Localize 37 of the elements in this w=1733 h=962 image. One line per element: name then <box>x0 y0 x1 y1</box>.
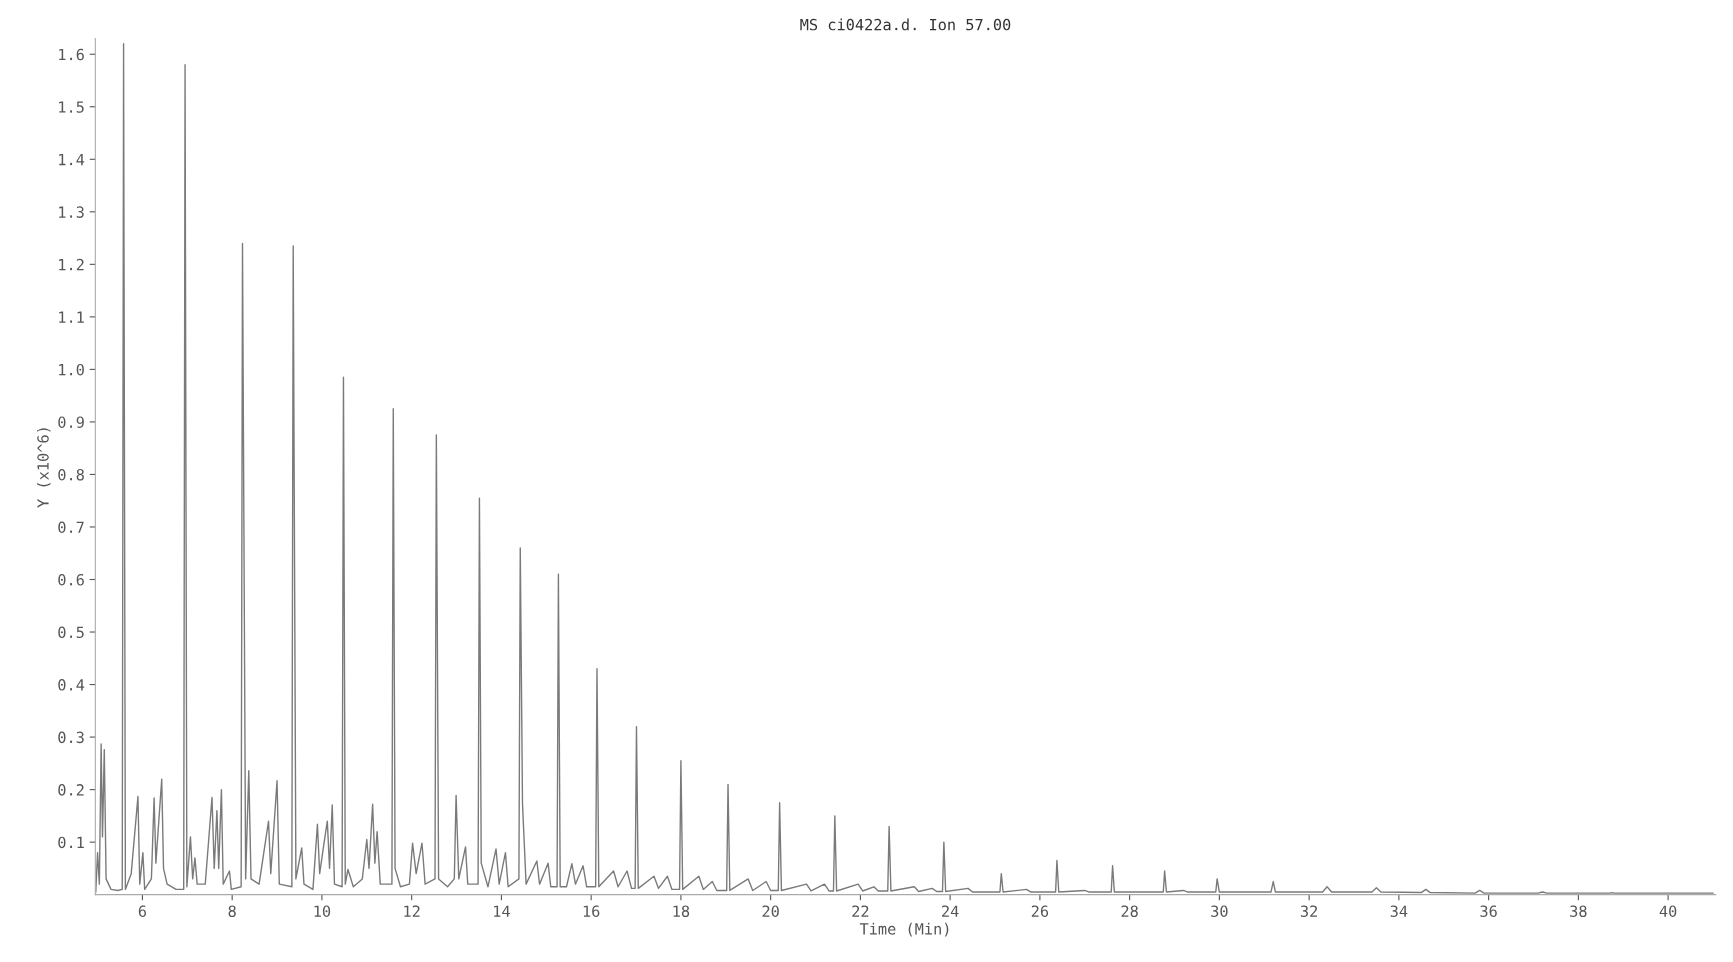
y-tick-label: 0.4 <box>58 679 85 691</box>
y-tick-label: 0.5 <box>58 626 84 639</box>
x-tick-label: 8 <box>228 905 236 917</box>
x-tick-label: 22 <box>852 905 869 917</box>
y-tick-label: 1.6 <box>59 48 84 61</box>
y-tick-label: 1.2 <box>59 258 84 271</box>
y-tick-label: 0.8 <box>58 468 84 481</box>
y-tick-label: 0.1 <box>58 836 84 849</box>
x-tick-label: 34 <box>1390 905 1408 917</box>
y-tick-label: 0.6 <box>58 574 84 586</box>
x-tick-label: 30 <box>1211 905 1228 917</box>
x-tick-label: 24 <box>942 905 959 917</box>
y-tick-label: 0.9 <box>58 416 84 428</box>
x-tick-label: 28 <box>1121 905 1138 917</box>
x-tick-label: 20 <box>762 905 779 917</box>
x-tick-label: 38 <box>1570 905 1587 917</box>
y-tick-label: 0.3 <box>58 731 84 744</box>
x-tick-label: 26 <box>1031 905 1049 917</box>
x-tick-label: 40 <box>1659 905 1677 917</box>
y-axis-title: Y (x10^6) <box>36 428 51 508</box>
y-tick-label: 1.4 <box>59 154 85 166</box>
x-tick-label: 10 <box>314 905 331 917</box>
y-tick-label: 1.3 <box>59 206 84 218</box>
y-tick-label: 0.2 <box>58 784 84 796</box>
x-tick-label: 14 <box>494 905 510 917</box>
x-tick-label: 32 <box>1300 905 1318 917</box>
x-axis-title: Time (Min) <box>859 922 949 937</box>
x-tick-label: 18 <box>673 905 690 917</box>
x-tick-label: 16 <box>583 905 600 917</box>
y-tick-label: 1.0 <box>59 363 84 376</box>
y-tick-label: 0.7 <box>58 521 84 534</box>
y-tick-label: 1.1 <box>59 311 84 323</box>
y-tick-label: 1.5 <box>59 101 84 113</box>
x-tick-label: 36 <box>1480 905 1497 917</box>
chart-title: MS ci0422a.d. Ion 57.00 <box>800 18 1011 31</box>
x-tick-label: 6 <box>138 905 147 917</box>
x-tick-label: 12 <box>404 905 420 917</box>
